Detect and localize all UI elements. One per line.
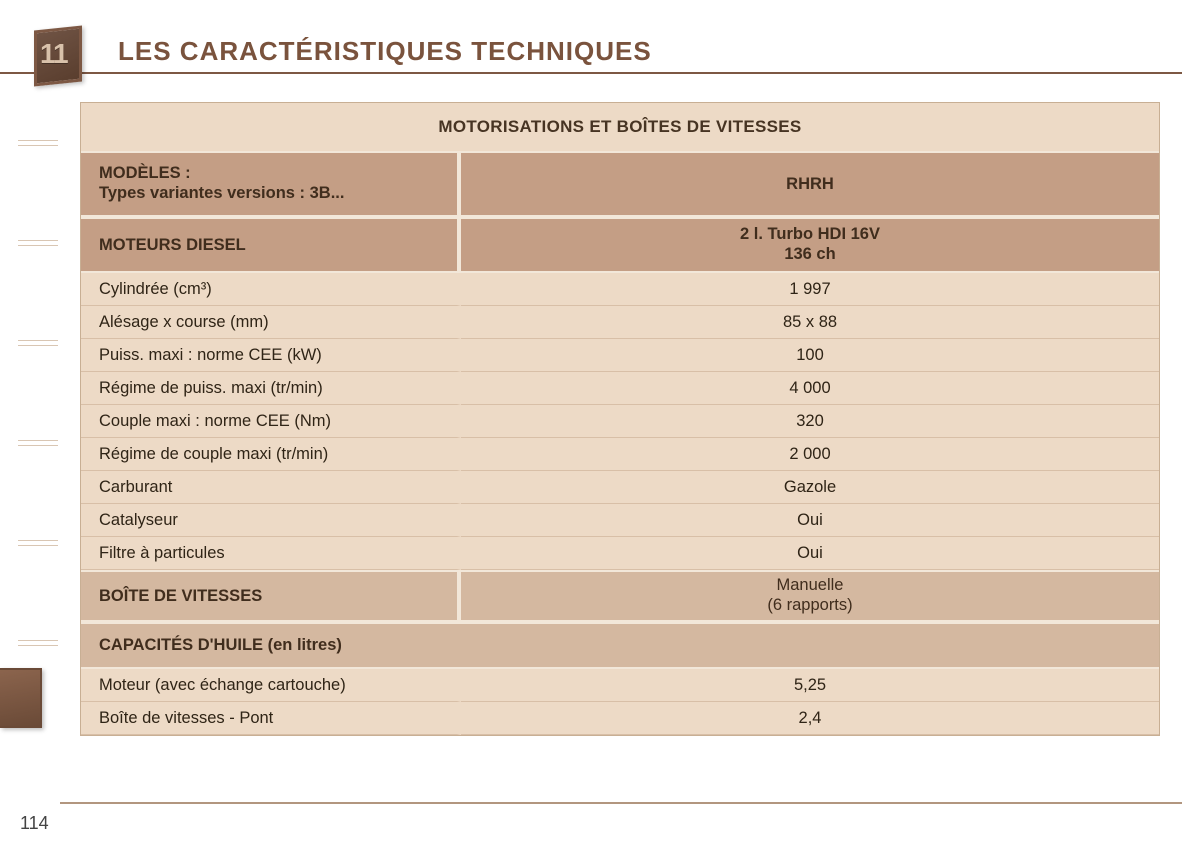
margin-tick [18, 340, 58, 346]
spec-row: Régime de puiss. maxi (tr/min)4 000 [81, 372, 1159, 405]
spec-label: Filtre à particules [81, 537, 461, 570]
gearbox-row: BOÎTE DE VITESSES Manuelle (6 rapports) [81, 570, 1159, 622]
margin-tick [18, 240, 58, 246]
spec-value: 4 000 [461, 372, 1159, 405]
gearbox-value-cell: Manuelle (6 rapports) [461, 570, 1159, 622]
models-value-cell: RHRH [461, 151, 1159, 217]
spec-row: Filtre à particulesOui [81, 537, 1159, 570]
gearbox-label: BOÎTE DE VITESSES [81, 570, 461, 622]
spec-label: Cylindrée (cm³) [81, 273, 461, 306]
oil-label: Boîte de vitesses - Pont [81, 702, 461, 735]
engine-header-row: MOTEURS DIESEL 2 l. Turbo HDI 16V 136 ch [81, 217, 1159, 273]
oil-rows: Moteur (avec échange cartouche)5,25Boîte… [81, 669, 1159, 735]
side-thumb-tab [0, 668, 42, 728]
engine-header-label: MOTEURS DIESEL [81, 217, 461, 273]
page-number: 114 [20, 813, 49, 834]
bottom-rule [60, 802, 1182, 804]
spec-label: Alésage x course (mm) [81, 306, 461, 339]
spec-row: CatalyseurOui [81, 504, 1159, 537]
spec-value: 2 000 [461, 438, 1159, 471]
engine-rows: Cylindrée (cm³)1 997Alésage x course (mm… [81, 273, 1159, 570]
chapter-number: 11 [40, 38, 68, 70]
spec-row: Cylindrée (cm³)1 997 [81, 273, 1159, 306]
spec-value: 85 x 88 [461, 306, 1159, 339]
spec-label: Catalyseur [81, 504, 461, 537]
page-title: LES CARACTÉRISTIQUES TECHNIQUES [118, 36, 652, 67]
models-value: RHRH [786, 175, 834, 194]
models-header-row: MODÈLES : Types variantes versions : 3B.… [81, 151, 1159, 217]
spec-table: MOTORISATIONS ET BOÎTES DE VITESSES MODÈ… [80, 102, 1160, 736]
engine-header-line1: 2 l. Turbo HDI 16V [740, 225, 880, 245]
models-label-cell: MODÈLES : Types variantes versions : 3B.… [81, 151, 461, 217]
oil-header: CAPACITÉS D'HUILE (en litres) [81, 622, 1159, 669]
spec-row: Puiss. maxi : norme CEE (kW)100 [81, 339, 1159, 372]
spec-row: CarburantGazole [81, 471, 1159, 504]
oil-label: Moteur (avec échange cartouche) [81, 669, 461, 702]
spec-label: Régime de couple maxi (tr/min) [81, 438, 461, 471]
spec-value: Oui [461, 537, 1159, 570]
margin-tick [18, 540, 58, 546]
margin-tick [18, 640, 58, 646]
spec-value: 100 [461, 339, 1159, 372]
spec-label: Couple maxi : norme CEE (Nm) [81, 405, 461, 438]
engine-header-value-cell: 2 l. Turbo HDI 16V 136 ch [461, 217, 1159, 273]
manual-page: 11 LES CARACTÉRISTIQUES TECHNIQUES MOTOR… [0, 0, 1200, 848]
models-label-line1: MODÈLES : [99, 164, 344, 184]
spec-row: Couple maxi : norme CEE (Nm)320 [81, 405, 1159, 438]
spec-label: Régime de puiss. maxi (tr/min) [81, 372, 461, 405]
spec-value: Gazole [461, 471, 1159, 504]
gearbox-line2: (6 rapports) [767, 596, 852, 616]
oil-row: Moteur (avec échange cartouche)5,25 [81, 669, 1159, 702]
table-caption: MOTORISATIONS ET BOÎTES DE VITESSES [81, 103, 1159, 151]
chapter-tab: 11 [28, 24, 88, 90]
oil-row: Boîte de vitesses - Pont2,4 [81, 702, 1159, 735]
spec-row: Régime de couple maxi (tr/min)2 000 [81, 438, 1159, 471]
spec-label: Carburant [81, 471, 461, 504]
spec-value: Oui [461, 504, 1159, 537]
spec-label: Puiss. maxi : norme CEE (kW) [81, 339, 461, 372]
spec-value: 320 [461, 405, 1159, 438]
margin-tick [18, 140, 58, 146]
oil-value: 5,25 [461, 669, 1159, 702]
gearbox-line1: Manuelle [767, 576, 852, 596]
models-label-line2: Types variantes versions : 3B... [99, 184, 344, 204]
top-rule [0, 72, 1182, 74]
oil-value: 2,4 [461, 702, 1159, 735]
spec-row: Alésage x course (mm)85 x 88 [81, 306, 1159, 339]
engine-header-line2: 136 ch [740, 245, 880, 265]
margin-tick [18, 440, 58, 446]
spec-value: 1 997 [461, 273, 1159, 306]
